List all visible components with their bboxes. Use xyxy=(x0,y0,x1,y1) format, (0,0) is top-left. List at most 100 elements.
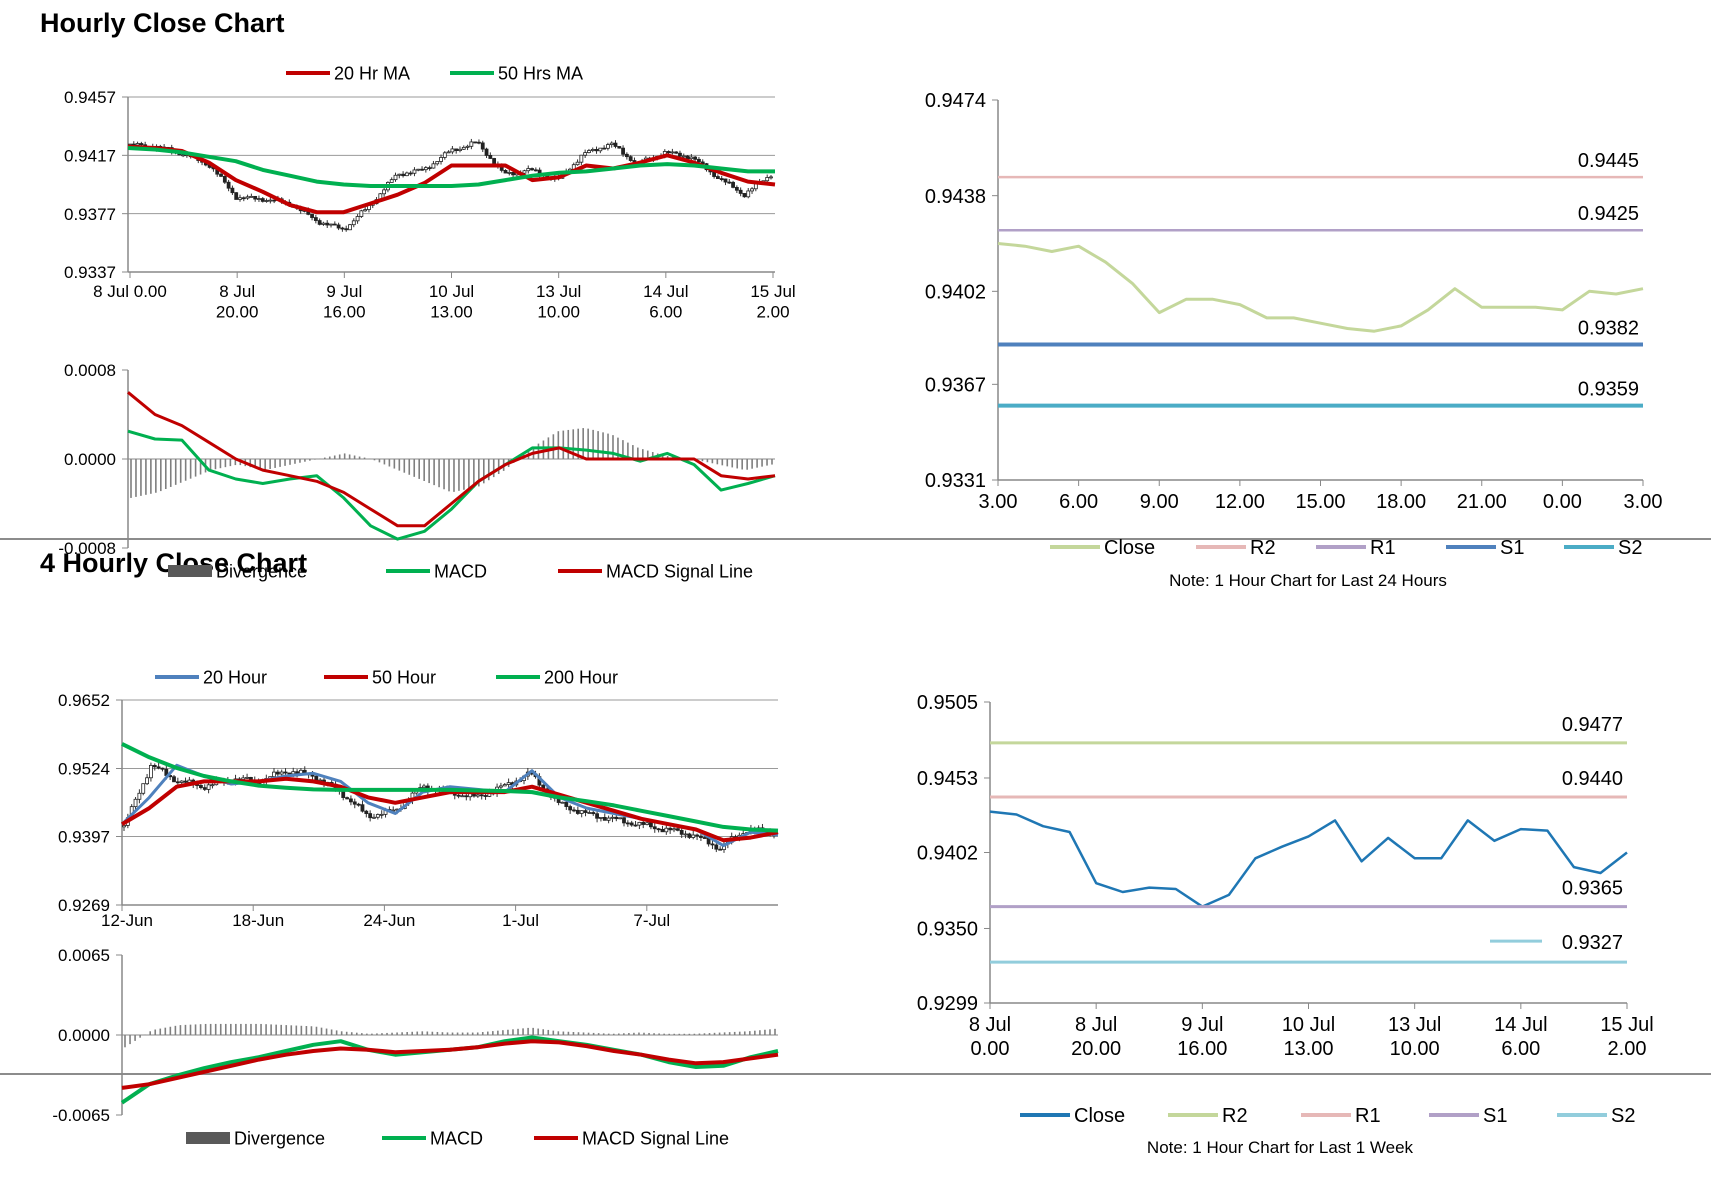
x-tick-label: 14 Jul 6.00 xyxy=(643,282,688,321)
y-tick-label: 0.0000 xyxy=(58,1026,110,1045)
candlestick-bar xyxy=(368,810,373,822)
candle-body xyxy=(727,181,732,184)
candle-body xyxy=(272,199,277,202)
candlestick-bar xyxy=(401,171,405,178)
candlestick-bar xyxy=(210,783,215,789)
candle-body xyxy=(446,151,451,154)
candlestick-bar xyxy=(321,221,326,226)
candlestick-bar xyxy=(633,820,638,827)
candle-body xyxy=(590,149,595,151)
x-tick-label: 15 Jul 2.00 xyxy=(1600,1014,1653,1060)
candlestick-bar xyxy=(458,146,462,153)
candlestick-bar xyxy=(533,167,538,172)
legend-label: S1 xyxy=(1483,1105,1507,1127)
macd-line-1 xyxy=(127,429,776,541)
candlestick-bar xyxy=(340,226,345,232)
legend-label: 50 Hour xyxy=(372,667,436,687)
candle-body xyxy=(368,813,373,819)
candlestick-bar xyxy=(637,821,642,830)
legend-label: S2 xyxy=(1611,1105,1635,1127)
candlestick-bar xyxy=(272,768,276,778)
candlestick-bar xyxy=(602,145,607,150)
candlestick-bar xyxy=(613,140,618,149)
candlestick-bar xyxy=(329,223,333,228)
candle-body xyxy=(628,156,633,161)
candle-body xyxy=(359,210,364,217)
candlestick-bar xyxy=(253,195,258,202)
y-tick-label: 0.9377 xyxy=(64,205,116,224)
candle-body xyxy=(649,822,653,828)
candle-body xyxy=(488,155,493,159)
candle-body xyxy=(260,198,265,202)
candlestick-bar xyxy=(560,801,565,804)
candle-body xyxy=(719,178,724,180)
candlestick-bar xyxy=(222,175,227,185)
candle-body xyxy=(746,190,751,198)
x-tick-label: 3.00 xyxy=(979,491,1018,513)
candle-body xyxy=(660,828,665,833)
candlestick-bar xyxy=(674,151,679,154)
candle-body xyxy=(668,827,673,831)
candle-body xyxy=(731,181,735,188)
candle-body xyxy=(372,816,376,819)
candlestick-bar xyxy=(336,222,341,231)
candle-body xyxy=(506,782,511,785)
candle-body xyxy=(375,814,380,818)
candle-body xyxy=(245,776,249,779)
candlestick-bar xyxy=(145,773,149,786)
candle-body xyxy=(674,151,679,154)
candle-body xyxy=(245,196,250,199)
candle-body xyxy=(238,197,242,200)
legend-label: MACD xyxy=(430,1128,483,1148)
candle-body xyxy=(530,168,534,171)
candlestick-bar xyxy=(718,846,723,851)
legend-label: R2 xyxy=(1222,1105,1248,1127)
candle-body xyxy=(295,771,299,774)
candlestick-bar xyxy=(473,141,478,144)
candlestick-bar xyxy=(660,825,665,833)
candle-body xyxy=(678,152,682,157)
candlestick-bar xyxy=(345,796,349,800)
candle-body xyxy=(461,146,466,150)
candlestick-bar xyxy=(617,146,622,149)
candlestick-bar xyxy=(526,165,531,174)
candle-body xyxy=(283,771,288,774)
candle-body xyxy=(160,767,165,770)
candle-body xyxy=(175,781,180,784)
candle-body xyxy=(633,824,638,827)
candlestick-bar xyxy=(477,139,481,145)
candle-body xyxy=(683,833,688,836)
pivot-label: 0.9445 xyxy=(1578,150,1639,172)
candle-body xyxy=(181,154,186,157)
candle-body xyxy=(332,223,337,226)
candle-body xyxy=(423,167,428,171)
candlestick-bar xyxy=(408,170,413,176)
candlestick-bar xyxy=(423,166,428,173)
candlestick-bar xyxy=(606,142,610,151)
section-title-hourly: Hourly Close Chart xyxy=(40,8,285,38)
candlestick-bar xyxy=(363,206,368,212)
candlestick-bar xyxy=(317,218,322,226)
candle-body xyxy=(595,813,599,819)
candlestick-bar xyxy=(352,798,357,809)
candle-body xyxy=(172,776,176,783)
candle-body xyxy=(484,148,489,156)
candlestick-bar xyxy=(435,161,440,166)
candlestick-bar xyxy=(668,826,673,834)
x-tick-label: 8 Jul 0.00 xyxy=(969,1014,1011,1060)
candle-body xyxy=(465,145,470,148)
candlestick-bar xyxy=(738,187,743,197)
candle-body xyxy=(670,151,675,154)
candlestick-bar xyxy=(359,209,364,218)
candlestick-bar xyxy=(750,187,754,194)
y-tick-label: 0.0008 xyxy=(64,361,116,380)
x-tick-label: 12.00 xyxy=(1215,491,1265,513)
candlestick-bar xyxy=(404,171,409,177)
candle-body xyxy=(458,148,462,151)
candle-body xyxy=(348,224,352,231)
candlestick-bar xyxy=(591,809,596,816)
candle-body xyxy=(479,794,484,797)
candle-body xyxy=(317,220,322,225)
candlestick-bar xyxy=(348,223,352,231)
candle-body xyxy=(723,178,728,183)
